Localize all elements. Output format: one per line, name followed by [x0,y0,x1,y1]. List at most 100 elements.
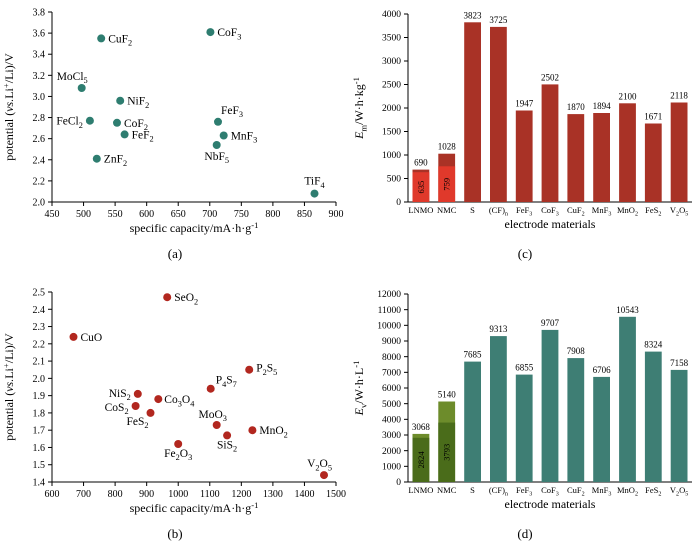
bar-category-label: (CF)n [489,205,508,217]
bar [619,103,636,202]
y-tick-label: 0 [396,198,401,208]
x-tick-label: 700 [76,489,91,500]
y-tick-label: 2.8 [33,113,46,124]
bar-value-label: 6706 [593,365,612,375]
bar-value-label: 9707 [541,318,560,328]
y-tick-label: 7000 [382,369,401,379]
bar [644,123,662,202]
y-axis-title: Ev/W·h·L-1 [351,361,368,417]
bar-inner [412,172,430,202]
y-tick-label: 9000 [382,337,401,347]
bar [541,329,559,482]
point-label: CuO [81,332,103,344]
data-point [206,28,215,37]
bar-value-label: 1028 [438,142,457,152]
y-tick-label: 3000 [382,57,401,67]
bar [515,374,533,482]
data-point [116,96,125,105]
data-point [320,471,328,480]
data-point [131,402,140,410]
bar-inner [412,437,430,482]
panel-c: 0 500 1000 1500 2000 2500 3000 3500 4000 electrod… [350,0,700,280]
bar [490,26,507,203]
y-axis-title: Em/W·h·kg-1 [351,77,368,140]
point-label: MoCl5 [57,71,88,85]
bar-category-label: S [470,485,475,495]
y-tick-label: 2.2 [33,176,46,187]
bar-inner-value-label: 3793 [442,444,452,461]
data-point [113,118,121,127]
x-tick-label: 550 [108,209,123,220]
point-label: MnF3 [231,131,258,145]
y-tick-label: 2.2 [33,339,46,350]
bar-category-label: CuF2 [567,205,585,217]
y-tick-label: 3000 [382,431,401,441]
bar-value-label: 690 [414,158,428,168]
bar-value-label: 9313 [489,324,508,334]
y-tick-label: 6000 [382,384,401,394]
bar-inner-value-label: 635 [416,181,426,194]
bar [464,22,481,202]
bar-category-label: V2O5 [670,205,688,217]
y-tick-label: 2.6 [33,134,46,145]
x-tick-label: 750 [234,209,249,220]
point-label: SiS2 [217,439,237,453]
point-label: FeS2 [126,416,148,430]
y-tick-label: 2000 [382,447,401,457]
bar-category-label: NMC [437,205,457,215]
bar [567,358,585,482]
panel-a: 450 500 550 600 650 700 750 800 850 900 2.0 2.2 2.4 2… [0,0,350,280]
x-tick-label: 1300 [263,489,283,500]
point-label: Co3O4 [164,394,195,408]
bar [567,114,585,202]
bar-chart-c: 0 500 1000 1500 2000 2500 3000 3500 4000 electrod… [351,10,692,231]
point-label: MnO2 [259,425,287,439]
bar-category-label: (CF)n [489,485,508,497]
panel-b: 600 700 800 900 1000 1100 1200 1300 1400 1500 1.4 1… [0,280,350,560]
point-label: P2S5 [256,363,277,377]
bar-category-label: NMC [437,485,457,495]
bar [670,102,688,202]
bar-value-label: 8324 [644,340,663,350]
y-tick-label: 5000 [382,400,401,410]
bar-category-label: MnF3 [592,485,612,497]
bar [644,351,662,482]
bar [593,113,610,202]
y-tick-label: 1500 [382,128,401,138]
x-axis-title: electrode materials [505,497,596,511]
point-label: Fe2O3 [164,448,192,462]
data-point [310,189,319,198]
data-point [85,116,94,125]
bar [515,110,533,202]
bar-chart-d: 0 1000 2000 3000 4000 5000 6000 7000 8000 9000 100… [351,290,692,511]
bar-value-label: 2100 [619,91,638,101]
x-axis-title: electrode materials [505,217,596,231]
y-axis-title: potential (vs.Li+/Li)/V [1,333,16,441]
bar-category-label: LNMO [408,205,433,215]
point-label: FeF2 [132,129,154,143]
bar-category-label: MnF3 [592,205,612,217]
data-point [97,34,106,43]
bar-category-label: CoF3 [541,485,559,497]
bar-value-label: 7685 [464,350,483,360]
bar-value-label: 5140 [438,390,457,400]
y-tick-label: 2.1 [33,357,46,368]
point-label: V2O5 [307,458,332,472]
data-point [212,421,221,429]
y-tick-label: 500 [387,175,402,185]
y-tick-label: 2.0 [33,374,46,385]
data-point [154,395,163,404]
y-tick-label: 12000 [377,290,401,300]
y-tick-label: 3.4 [33,50,46,61]
x-tick-label: 650 [171,209,186,220]
bar-inner-value-label: 2824 [416,451,426,469]
y-tick-label: 1.6 [33,443,46,454]
bar [670,369,688,482]
data-point [206,384,215,393]
bar-category-label: MnO2 [617,485,638,497]
point-label: FeF3 [221,105,243,119]
x-axis-title: specific capacity/mA·h·g-1 [130,500,259,515]
x-tick-label: 1200 [231,489,251,500]
x-tick-label: 500 [76,209,91,220]
x-tick-label: 1500 [326,489,346,500]
